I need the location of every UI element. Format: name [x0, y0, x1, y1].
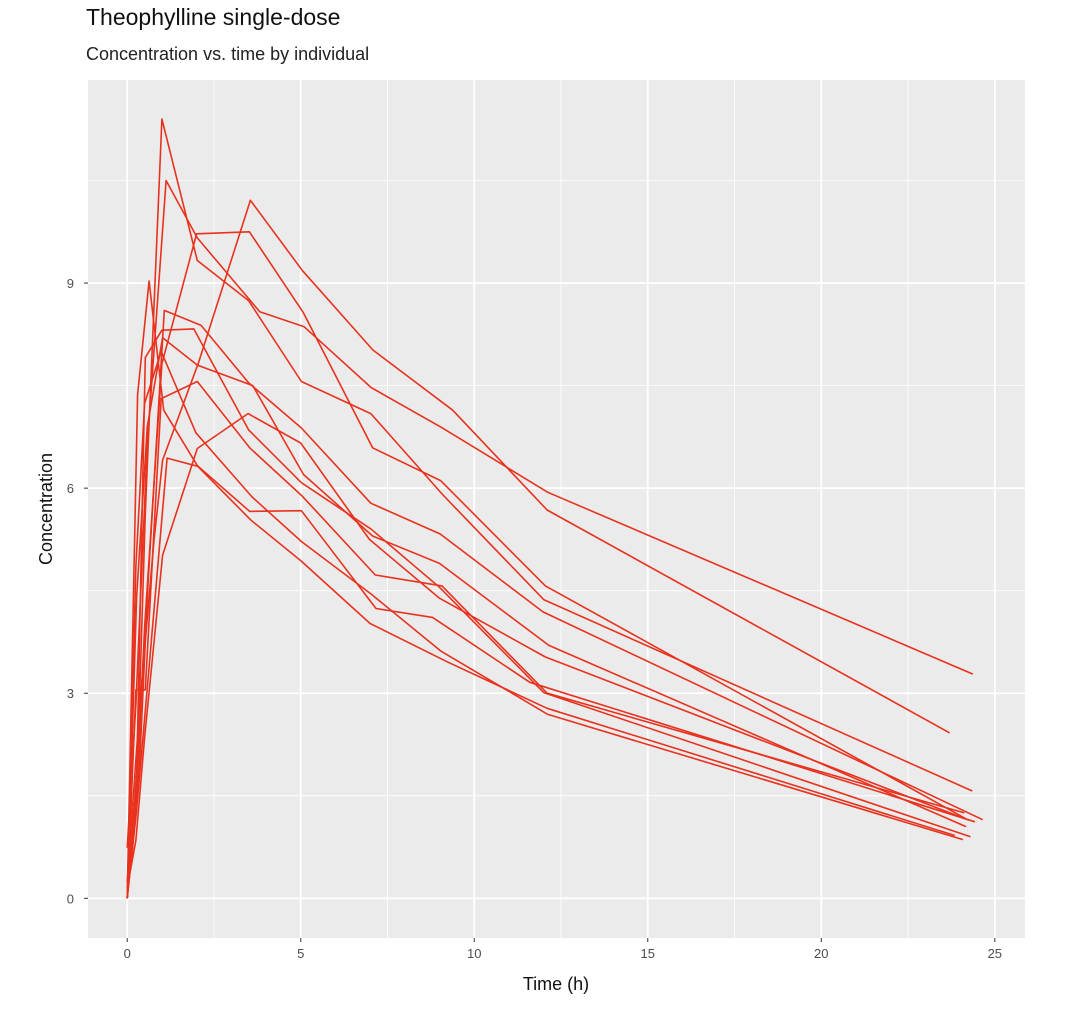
y-tick-label: 0	[67, 891, 74, 906]
series-line-subject-1	[126, 179, 974, 848]
x-tick-label: 10	[467, 946, 481, 961]
series-line-subject-6	[126, 457, 956, 899]
series-line-subject-9	[126, 280, 976, 899]
x-axis-label: Time (h)	[523, 974, 589, 994]
plot-panel	[88, 80, 1025, 938]
x-tick-label: 20	[814, 946, 828, 961]
y-axis-label: Concentration	[36, 453, 56, 565]
y-tick-label: 6	[67, 481, 74, 496]
series-lines	[126, 118, 984, 899]
axis-ticks: 0 5 10 15 20 25 0 3 6 9	[67, 276, 1002, 961]
x-tick-label: 0	[124, 946, 131, 961]
chart-title: Theophylline single-dose	[86, 4, 341, 30]
series-line-subject-12	[126, 231, 966, 899]
x-tick-label: 15	[641, 946, 655, 961]
series-line-subject-5	[126, 118, 973, 899]
chart-subtitle: Concentration vs. time by individual	[86, 44, 370, 64]
y-tick-label: 3	[67, 686, 74, 701]
x-tick-label: 25	[988, 946, 1002, 961]
series-line-subject-10	[126, 199, 951, 882]
y-tick-label: 9	[67, 276, 74, 291]
series-line-subject-11	[126, 350, 964, 899]
series-line-subject-7	[126, 412, 968, 889]
x-tick-label: 5	[297, 946, 304, 961]
